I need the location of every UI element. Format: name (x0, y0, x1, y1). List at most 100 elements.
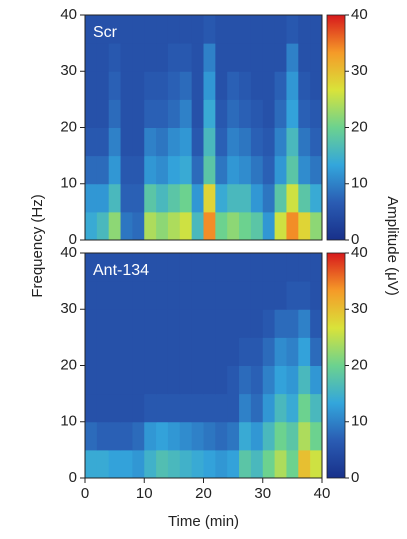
heatmap-cell (262, 253, 276, 282)
heatmap-cell (85, 421, 98, 451)
heatmap-cell (286, 211, 299, 241)
heatmap-cell (286, 99, 299, 128)
heatmap-cell (96, 155, 110, 185)
heatmap-cell (298, 365, 311, 395)
heatmap-cell (179, 71, 193, 100)
heatmap-cell (239, 393, 252, 423)
x-axis-label: Time (min) (168, 513, 239, 530)
heatmap-cell (132, 309, 145, 338)
heatmap-cell (108, 393, 122, 423)
colorbar-tick-label: 20 (351, 118, 368, 135)
heatmap-cell (250, 99, 264, 128)
heatmap-cell (286, 365, 299, 395)
heatmap-cell (132, 253, 145, 282)
heatmap-cell (120, 253, 133, 282)
heatmap-cell (132, 15, 145, 44)
heatmap-cell (203, 43, 216, 72)
heatmap-cell (250, 43, 264, 72)
heatmap-cell (298, 99, 311, 128)
heatmap-cell (286, 71, 299, 100)
heatmap-cell (203, 99, 216, 128)
heatmap-cell (85, 99, 98, 128)
heatmap-cell (239, 421, 252, 451)
heatmap-cell (239, 365, 252, 395)
heatmap-cell (120, 99, 133, 128)
heatmap-cell (85, 309, 98, 338)
heatmap-cell (120, 281, 133, 310)
heatmap-cell (298, 183, 311, 213)
heatmap-cell (286, 393, 299, 423)
heatmap-cell (108, 253, 122, 282)
heatmap-cell (227, 253, 240, 282)
heatmap-cell (132, 393, 145, 423)
heatmap-cell (215, 15, 228, 44)
heatmap-cell (227, 421, 240, 451)
heatmap-cell (132, 127, 145, 157)
heatmap-cell (179, 309, 193, 338)
x-tick-label: 10 (136, 485, 153, 502)
heatmap-cell (239, 183, 252, 213)
colorbar-tick-label: 10 (351, 175, 368, 192)
heatmap-cell (191, 309, 204, 338)
heatmap-cell (286, 421, 299, 451)
heatmap-cell (144, 155, 157, 185)
heatmap-cell (85, 365, 98, 395)
heatmap-cell (215, 71, 228, 100)
heatmap-cell (298, 393, 311, 423)
heatmap-cell (132, 337, 145, 366)
y-tick-label: 0 (69, 469, 77, 486)
heatmap-cell (310, 365, 323, 395)
heatmap-cell (85, 449, 98, 479)
heatmap-cell (108, 337, 122, 366)
heatmap-cell (156, 71, 169, 100)
heatmap-cell (191, 281, 204, 310)
colorbar-tick-label: 20 (351, 356, 368, 373)
colorbar-label: Amplitude (μV) (384, 196, 401, 296)
heatmap-cell (132, 71, 145, 100)
x-tick-label: 30 (254, 485, 271, 502)
colorbar-tick-label: 10 (351, 413, 368, 430)
heatmap-cell (239, 281, 252, 310)
heatmap-cell (286, 155, 299, 185)
heatmap-cell (167, 393, 181, 423)
colorbar-tick-label: 40 (351, 244, 368, 261)
heatmap-cell (250, 337, 264, 366)
heatmap-cell (239, 337, 252, 366)
heatmap-cell (108, 155, 122, 185)
heatmap-cell (203, 253, 216, 282)
heatmap-cell (215, 211, 228, 241)
heatmap-cell (156, 449, 169, 479)
heatmap-cell (167, 71, 181, 100)
heatmap-cell (262, 281, 276, 310)
heatmap-cell (203, 309, 216, 338)
heatmap-cell (120, 71, 133, 100)
heatmap-cell (120, 155, 133, 185)
heatmap-cell (298, 155, 311, 185)
heatmap-cell (167, 183, 181, 213)
heatmap-cell (120, 309, 133, 338)
heatmap-cell (191, 127, 204, 157)
heatmap-cell (179, 253, 193, 282)
heatmap-cell (298, 15, 311, 44)
heatmap-cell (310, 449, 323, 479)
heatmap-cell (108, 449, 122, 479)
heatmap-cell (262, 15, 276, 44)
heatmap-cell (167, 309, 181, 338)
y-tick-label: 40 (60, 244, 77, 261)
heatmap-cell (227, 43, 240, 72)
heatmap-cell (191, 337, 204, 366)
heatmap-cell (286, 15, 299, 44)
colorbar-tick-label: 30 (351, 300, 368, 317)
heatmap-cell (132, 281, 145, 310)
heatmap-cell (215, 309, 228, 338)
heatmap-cell (310, 253, 323, 282)
colorbar (326, 14, 346, 241)
heatmap-cell (108, 211, 122, 241)
heatmap-cell (167, 421, 181, 451)
heatmap-cell (156, 99, 169, 128)
heatmap-cell (120, 365, 133, 395)
heatmap-cell (250, 15, 264, 44)
heatmap-cell (203, 127, 216, 157)
heatmap-cell (85, 393, 98, 423)
